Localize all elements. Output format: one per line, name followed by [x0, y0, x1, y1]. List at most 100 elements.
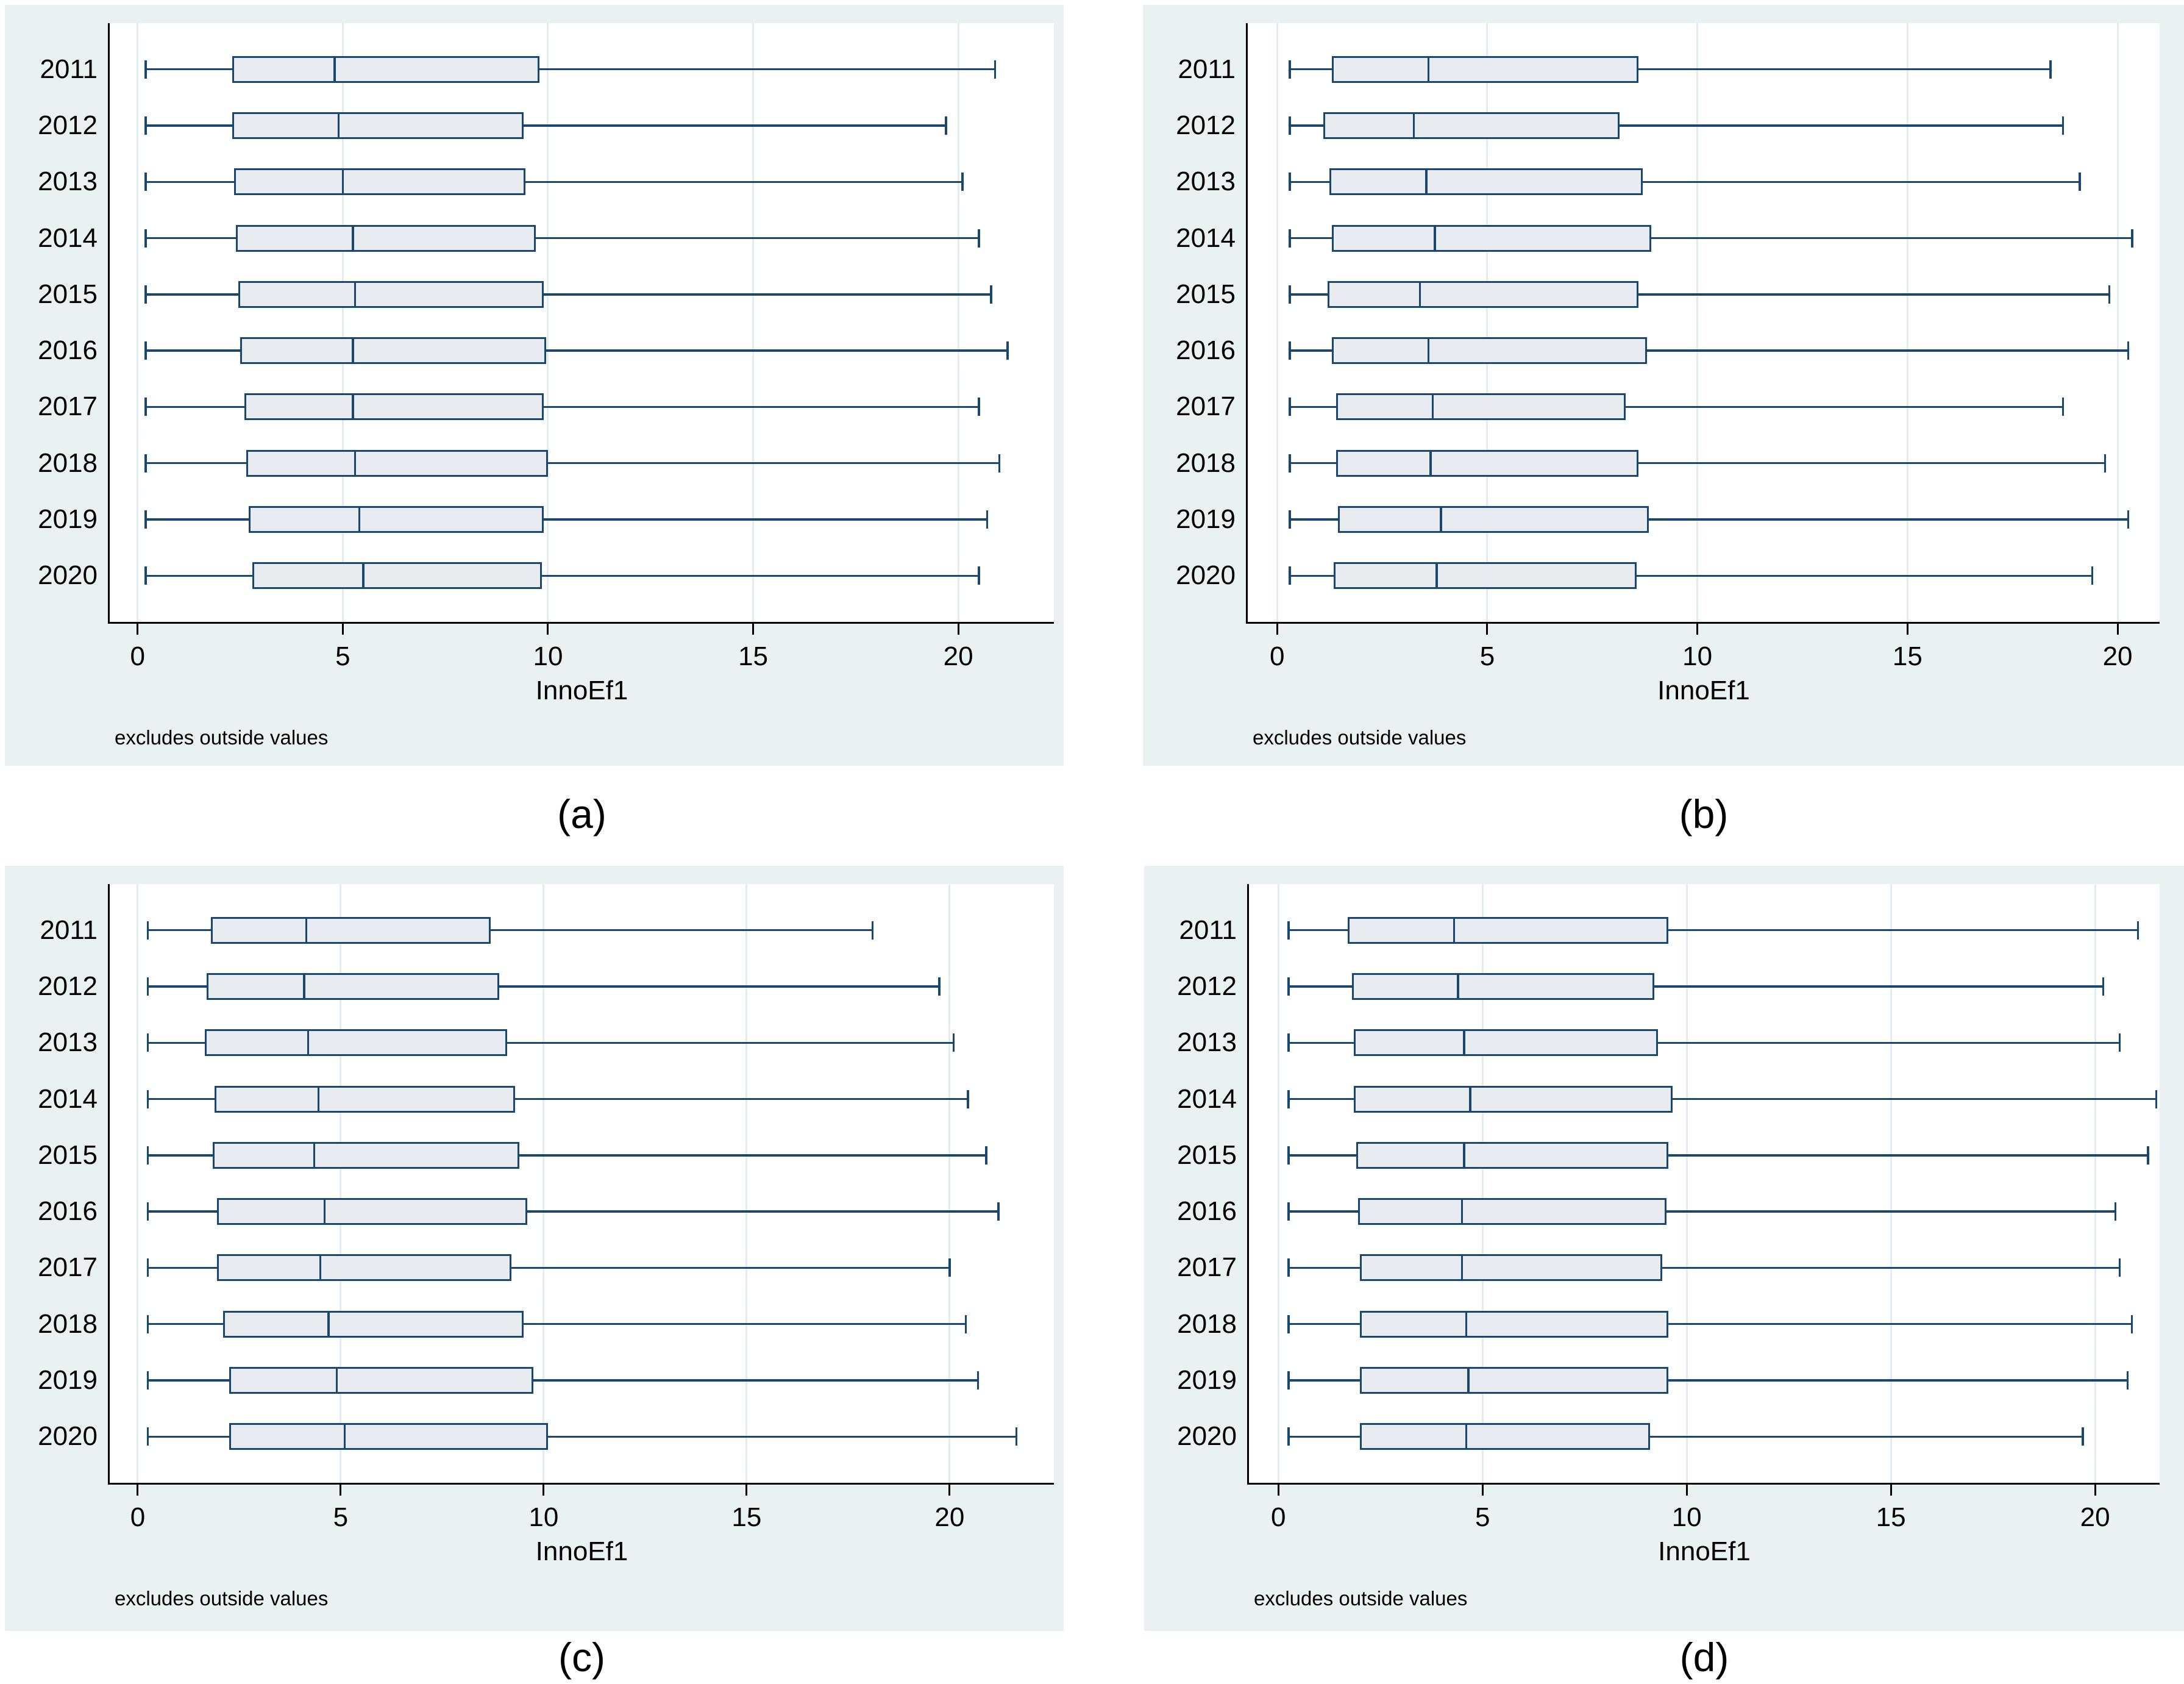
- whisker-left-line: [1288, 1097, 1354, 1101]
- year-label-2011: 2011: [1179, 915, 1237, 945]
- year-label-2016: 2016: [38, 335, 98, 366]
- whisker-left-line: [146, 237, 237, 240]
- year-label-2016: 2016: [1176, 335, 1236, 366]
- year-label-2012: 2012: [1176, 110, 1236, 140]
- median-line-2012: [1412, 112, 1415, 139]
- median-line-2013: [307, 1029, 310, 1057]
- boxplot-panel-a: 0 5 10 15 20 InnoEf1 excludes outside values 20…: [5, 5, 1064, 766]
- whisker-high-cap: [938, 977, 941, 996]
- year-label-2020: 2020: [1176, 560, 1236, 591]
- y-axis-line: [107, 884, 110, 1485]
- year-label-2020: 2020: [38, 560, 98, 591]
- grid-line-x0: [137, 23, 139, 622]
- whisker-left-line: [1289, 405, 1336, 409]
- whisker-right-line: [535, 237, 979, 240]
- whisker-left-line: [1289, 349, 1332, 352]
- whisker-high-cap: [1006, 341, 1009, 360]
- x-tick-label-0: 0: [130, 641, 145, 671]
- median-line-2013: [1463, 1029, 1465, 1057]
- year-label-2014: 2014: [38, 223, 98, 253]
- year-label-2015: 2015: [38, 1140, 98, 1170]
- median-line-2020: [1465, 1423, 1468, 1450]
- whisker-low-cap: [1289, 60, 1291, 79]
- grid-line-x15: [752, 23, 755, 622]
- whisker-right-line: [1643, 180, 2080, 184]
- whisker-left-line: [1288, 1041, 1354, 1044]
- median-line-2017: [1431, 393, 1434, 421]
- x-axis-line: [1245, 622, 2160, 624]
- median-line-2016: [1460, 1198, 1464, 1226]
- whisker-high-cap: [998, 454, 1001, 473]
- x-tick-label-5: 5: [333, 1502, 349, 1532]
- whisker-left-line: [1289, 574, 1334, 577]
- x-tick-20: [2116, 624, 2119, 635]
- year-label-2017: 2017: [1176, 391, 1236, 422]
- year-label-2018: 2018: [38, 448, 98, 478]
- x-tick-label-5: 5: [335, 641, 350, 671]
- median-line-2012: [1457, 972, 1459, 1000]
- grid-line-x5: [340, 884, 342, 1483]
- whisker-left-line: [1289, 68, 1332, 71]
- whisker-left-line: [1289, 180, 1330, 184]
- whisker-low-cap: [146, 977, 149, 996]
- x-tick-0: [1276, 624, 1278, 635]
- box-2011: [232, 55, 540, 83]
- x-tick-label-5: 5: [1474, 1502, 1490, 1532]
- whisker-right-line: [525, 180, 962, 184]
- whisker-low-cap: [146, 1315, 149, 1333]
- box-2013: [1329, 168, 1643, 196]
- whisker-low-cap: [1289, 510, 1291, 529]
- whisker-high-cap: [2131, 229, 2133, 248]
- box-2016: [1331, 337, 1647, 365]
- note-text: excludes outside values: [1253, 726, 1467, 749]
- whisker-low-cap: [1287, 1427, 1290, 1446]
- whisker-right-line: [1668, 929, 2138, 932]
- year-label-2020: 2020: [1177, 1421, 1237, 1452]
- x-tick-10: [1685, 1485, 1688, 1496]
- box-2019: [1338, 506, 1649, 533]
- grid-line-x20: [948, 884, 951, 1483]
- grid-line-x0: [1277, 884, 1279, 1483]
- year-label-2012: 2012: [1177, 971, 1237, 1001]
- whisker-right-line: [546, 349, 1008, 352]
- whisker-left-line: [146, 293, 238, 296]
- median-line-2015: [313, 1141, 316, 1169]
- whisker-low-cap: [1287, 1033, 1290, 1052]
- year-label-2015: 2015: [1177, 1140, 1237, 1170]
- whisker-right-line: [544, 293, 991, 296]
- caption-a: (a): [557, 791, 606, 837]
- whisker-left-line: [146, 518, 249, 521]
- whisker-high-cap: [978, 398, 980, 416]
- whisker-left-line: [148, 1154, 213, 1157]
- box-2014: [215, 1085, 516, 1113]
- year-label-2011: 2011: [40, 915, 98, 945]
- whisker-right-line: [541, 574, 979, 577]
- whisker-left-line: [148, 1379, 229, 1382]
- whisker-low-cap: [1287, 1146, 1290, 1165]
- caption-c: (c): [558, 1635, 605, 1680]
- grid-line-x5: [1486, 23, 1489, 622]
- whisker-right-line: [1649, 518, 2129, 521]
- whisker-high-cap: [2108, 285, 2111, 304]
- box-2011: [1331, 55, 1639, 83]
- median-line-2011: [1453, 916, 1456, 944]
- median-line-2018: [1465, 1310, 1468, 1338]
- year-label-2016: 2016: [1177, 1196, 1237, 1227]
- x-tick-0: [1277, 1485, 1279, 1496]
- boxplot-panel-b: 0 5 10 15 20 InnoEf1 excludes outside values 20…: [1143, 5, 2184, 766]
- whisker-high-cap: [978, 229, 980, 248]
- whisker-left-line: [148, 1041, 205, 1044]
- median-line-2011: [305, 916, 308, 944]
- median-line-2019: [1440, 506, 1442, 533]
- whisker-right-line: [499, 985, 940, 988]
- median-line-2019: [1467, 1367, 1470, 1394]
- x-tick-15: [1906, 624, 1908, 635]
- whisker-low-cap: [1289, 116, 1291, 135]
- whisker-high-cap: [2049, 60, 2052, 79]
- whisker-low-cap: [1287, 1371, 1290, 1390]
- median-line-2019: [358, 506, 361, 533]
- whisker-left-line: [1289, 124, 1324, 127]
- whisker-right-line: [1668, 1154, 2149, 1157]
- box-2016: [216, 1198, 528, 1226]
